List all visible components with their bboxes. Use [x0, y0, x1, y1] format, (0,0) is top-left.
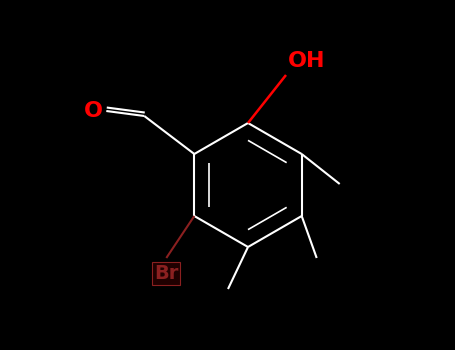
Text: O: O [84, 101, 103, 121]
Text: Br: Br [154, 264, 178, 283]
Text: OH: OH [288, 51, 325, 71]
